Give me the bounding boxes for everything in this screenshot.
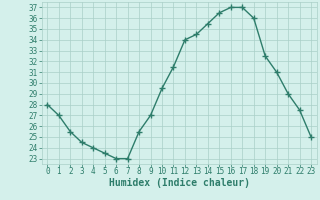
- X-axis label: Humidex (Indice chaleur): Humidex (Indice chaleur): [109, 178, 250, 188]
